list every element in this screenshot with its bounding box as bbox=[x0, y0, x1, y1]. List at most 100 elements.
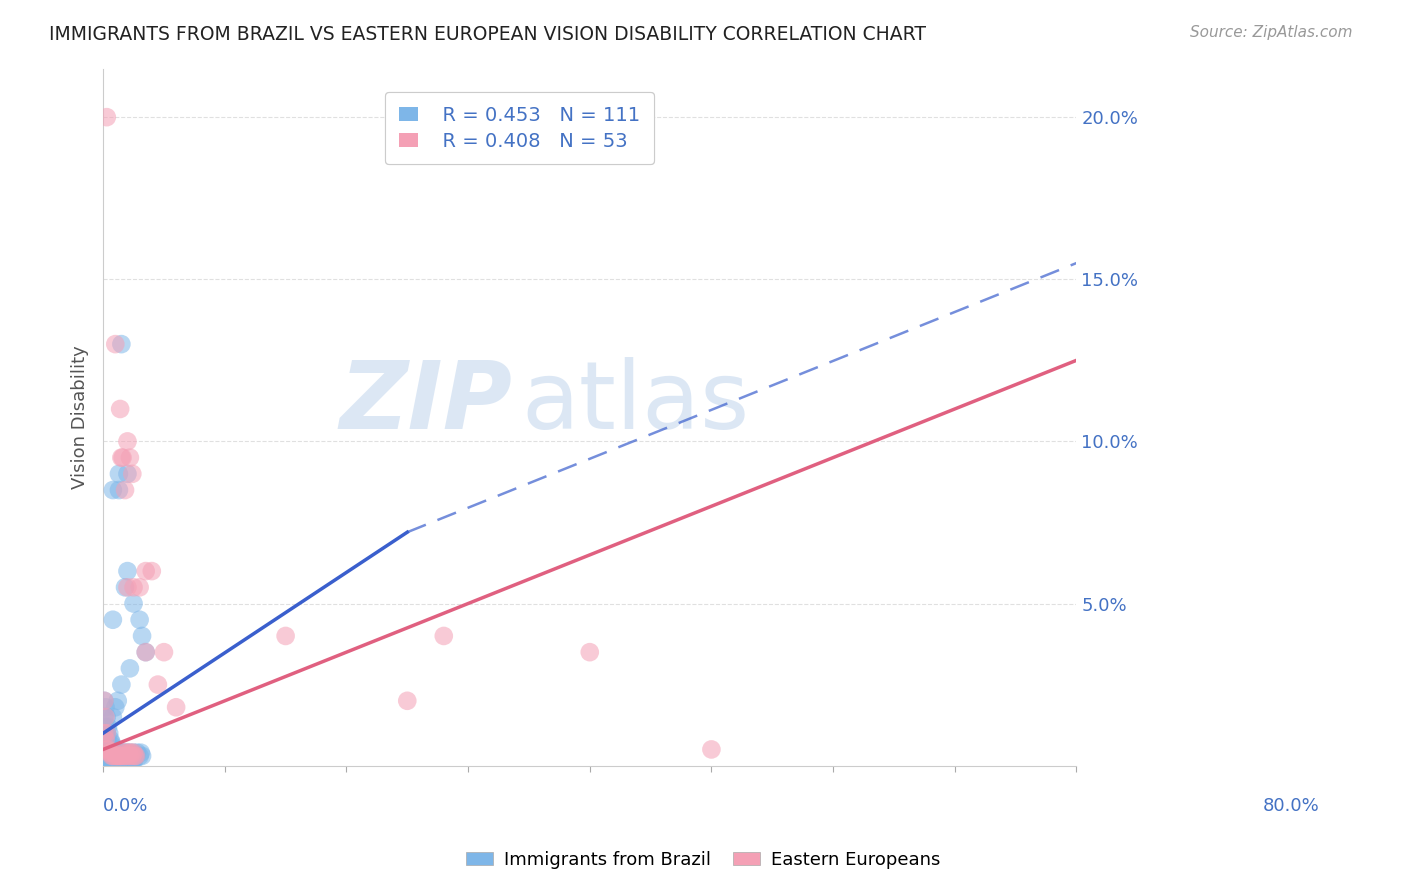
Point bbox=[101, 756, 124, 770]
Point bbox=[107, 748, 129, 763]
Point bbox=[100, 746, 122, 760]
Point bbox=[108, 483, 131, 497]
Point bbox=[100, 752, 122, 766]
Point bbox=[111, 752, 134, 766]
Text: ZIP: ZIP bbox=[339, 357, 512, 450]
Point bbox=[104, 752, 127, 766]
Point bbox=[110, 752, 132, 766]
Text: atlas: atlas bbox=[522, 357, 749, 450]
Point bbox=[700, 742, 723, 756]
Point bbox=[100, 752, 122, 766]
Point bbox=[111, 746, 134, 760]
Point bbox=[107, 756, 129, 770]
Point bbox=[96, 748, 118, 763]
Point bbox=[94, 746, 117, 760]
Point bbox=[135, 645, 157, 659]
Point bbox=[114, 580, 136, 594]
Point bbox=[94, 700, 117, 714]
Point bbox=[118, 756, 141, 770]
Point bbox=[100, 756, 122, 770]
Point bbox=[111, 756, 134, 770]
Point bbox=[433, 629, 456, 643]
Point bbox=[112, 756, 135, 770]
Point bbox=[110, 748, 132, 763]
Point bbox=[117, 756, 139, 770]
Point bbox=[97, 746, 120, 760]
Point bbox=[135, 645, 157, 659]
Point bbox=[93, 726, 115, 740]
Point bbox=[118, 748, 141, 763]
Point bbox=[128, 580, 150, 594]
Point bbox=[98, 739, 121, 754]
Point bbox=[115, 746, 138, 760]
Point bbox=[97, 732, 120, 747]
Point bbox=[96, 710, 118, 724]
Text: 0.0%: 0.0% bbox=[103, 797, 149, 815]
Point bbox=[101, 739, 124, 754]
Point bbox=[104, 337, 127, 351]
Point bbox=[108, 467, 131, 481]
Point bbox=[110, 450, 132, 465]
Point bbox=[104, 748, 127, 763]
Point bbox=[108, 756, 131, 770]
Point bbox=[115, 756, 138, 770]
Point bbox=[103, 742, 125, 756]
Point bbox=[108, 748, 131, 763]
Point bbox=[101, 483, 124, 497]
Point bbox=[96, 726, 118, 740]
Point bbox=[105, 752, 128, 766]
Point bbox=[153, 645, 176, 659]
Point bbox=[96, 756, 118, 770]
Point bbox=[108, 748, 131, 763]
Point bbox=[104, 742, 127, 756]
Point bbox=[121, 748, 143, 763]
Point bbox=[122, 756, 145, 770]
Point bbox=[105, 746, 128, 760]
Point bbox=[97, 756, 120, 770]
Point bbox=[117, 467, 139, 481]
Point bbox=[93, 710, 115, 724]
Point bbox=[165, 700, 187, 714]
Point bbox=[94, 732, 117, 747]
Point bbox=[396, 694, 419, 708]
Point bbox=[96, 742, 118, 756]
Point bbox=[120, 756, 142, 770]
Point bbox=[124, 748, 146, 763]
Point bbox=[108, 748, 131, 763]
Point bbox=[128, 748, 150, 763]
Point bbox=[117, 746, 139, 760]
Point bbox=[94, 732, 117, 747]
Point bbox=[578, 645, 600, 659]
Point bbox=[98, 726, 121, 740]
Point bbox=[107, 694, 129, 708]
Point bbox=[108, 752, 131, 766]
Point bbox=[118, 746, 141, 760]
Point bbox=[115, 748, 138, 763]
Point bbox=[118, 450, 141, 465]
Point bbox=[120, 746, 142, 760]
Point bbox=[274, 629, 297, 643]
Point bbox=[111, 450, 134, 465]
Point bbox=[98, 756, 121, 770]
Point bbox=[125, 748, 148, 763]
Point bbox=[104, 748, 127, 763]
Point bbox=[105, 748, 128, 763]
Point bbox=[93, 694, 115, 708]
Point bbox=[114, 746, 136, 760]
Point bbox=[118, 661, 141, 675]
Point bbox=[101, 613, 124, 627]
Point bbox=[129, 746, 152, 760]
Point bbox=[101, 748, 124, 763]
Point bbox=[96, 726, 118, 740]
Point bbox=[100, 732, 122, 747]
Point bbox=[114, 748, 136, 763]
Point bbox=[117, 748, 139, 763]
Legend:   R = 0.453   N = 111,   R = 0.408   N = 53: R = 0.453 N = 111, R = 0.408 N = 53 bbox=[385, 92, 654, 164]
Point bbox=[93, 742, 115, 756]
Point bbox=[96, 739, 118, 754]
Point bbox=[121, 467, 143, 481]
Point bbox=[96, 756, 118, 770]
Point bbox=[101, 756, 124, 770]
Point bbox=[117, 580, 139, 594]
Point bbox=[117, 564, 139, 578]
